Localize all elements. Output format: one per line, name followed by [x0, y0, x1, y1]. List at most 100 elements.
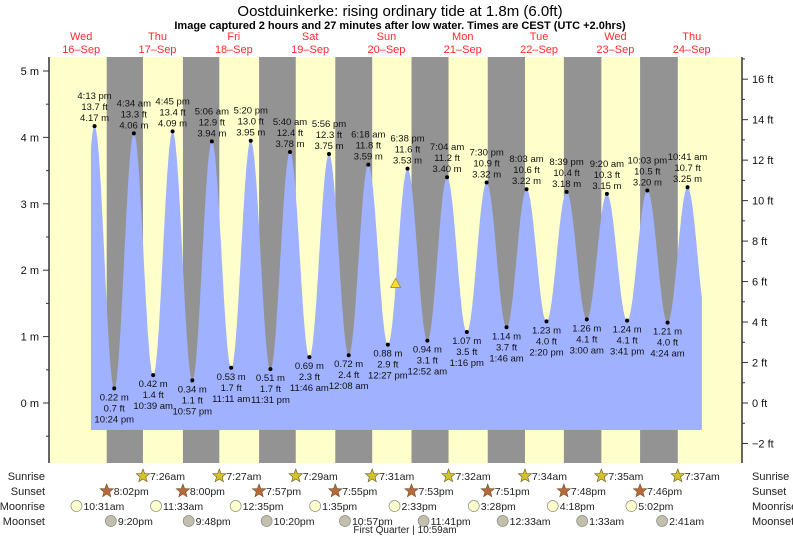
low-tide-ft: 2.9 ft — [377, 360, 398, 371]
sunset-time: 7:57pm — [266, 486, 301, 498]
day-label: Sat — [302, 31, 319, 43]
high-tide-ft: 11.6 ft — [395, 145, 421, 156]
low-tide-point — [665, 320, 670, 325]
low-tide-m: 1.24 m — [613, 325, 642, 336]
moonrise-moon-icon — [388, 500, 401, 512]
high-tide-ft: 10.6 ft — [513, 165, 540, 176]
moonrise-moon-icon — [309, 500, 322, 512]
moonset-moon-icon — [339, 515, 351, 527]
low-tide-point — [268, 367, 273, 372]
sunrise-time: 7:37am — [685, 471, 720, 483]
low-tide-ft: 2.4 ft — [338, 370, 359, 381]
sunset-time: 7:51pm — [495, 486, 530, 498]
high-tide-m: 3.40 m — [433, 164, 462, 175]
low-tide-point — [544, 319, 549, 324]
sunrise-time: 7:31am — [379, 471, 414, 483]
low-tide-time: 11:46 am — [290, 383, 329, 394]
high-tide-time: 5:20 pm — [234, 106, 268, 117]
high-tide-point — [405, 166, 410, 171]
low-tide-time: 12:27 pm — [368, 371, 408, 382]
low-tide-point — [625, 318, 630, 323]
low-tide-m: 0.94 m — [413, 345, 442, 356]
high-tide-time: 4:13 pm — [77, 91, 111, 102]
moonrise-time: 2:33pm — [402, 501, 437, 513]
low-tide-time: 3:00 am — [570, 345, 604, 356]
current-level-marker — [390, 277, 402, 288]
low-tide-time: 4:24 am — [650, 349, 684, 360]
low-tide-ft: 1.4 ft — [143, 390, 164, 401]
low-tide-point — [346, 353, 351, 358]
low-tide-m: 1.26 m — [572, 323, 601, 334]
date-label: 19–Sep — [291, 44, 329, 56]
sunset-star-icon — [480, 483, 496, 498]
low-tide-point — [229, 365, 234, 370]
low-tide-ft: 1.7 ft — [221, 383, 242, 394]
sunset-star-icon — [556, 483, 572, 498]
low-tide-point — [385, 342, 390, 347]
low-tide-point — [584, 317, 589, 322]
moonset-time: 10:57pm — [352, 516, 393, 528]
moonrise-row-label: Moonrise — [0, 501, 45, 513]
low-tide-m: 0.72 m — [334, 359, 363, 370]
high-tide-m: 3.25 m — [673, 174, 702, 185]
low-tide-ft: 1.1 ft — [182, 395, 203, 406]
low-tide-m: 1.23 m — [532, 325, 561, 336]
high-tide-time: 8:03 am — [509, 154, 543, 165]
low-tide-time: 1:16 pm — [450, 358, 484, 369]
sunset-time: 7:46pm — [647, 486, 682, 498]
right-tick-label: −2 ft — [752, 438, 774, 450]
low-tide-ft: 3.7 ft — [496, 342, 517, 353]
high-tide-ft: 13.7 ft — [81, 102, 108, 113]
chart-subtitle: Image captured 2 hours and 27 minutes af… — [174, 20, 626, 32]
low-tide-point — [504, 325, 509, 330]
high-tide-m: 3.15 m — [592, 181, 621, 192]
sunset-row-label-right: Sunset — [752, 486, 786, 498]
moonset-moon-icon — [260, 515, 273, 527]
axes: 0 m 1 m 2 m 3 m 4 m 5 m −2 ft 0 ft 2 ft 4 ft 6 ft 8… — [21, 57, 774, 463]
low-tide-m: 0.69 m — [295, 361, 324, 372]
high-tide-point — [685, 185, 690, 190]
high-tide-time: 7:04 am — [430, 142, 464, 153]
low-tide-time: 12:52 am — [408, 367, 448, 378]
sunset-star-icon — [251, 483, 267, 498]
sunset-star-icon — [175, 483, 191, 498]
moonset-time: 9:20pm — [118, 516, 153, 528]
low-tide-ft: 2.3 ft — [299, 372, 320, 383]
sunrise-time: 7:26am — [150, 471, 185, 483]
high-tide-time: 4:34 am — [117, 98, 151, 109]
low-tide-m: 0.88 m — [373, 349, 402, 360]
high-tide-point — [484, 180, 489, 185]
high-tide-m: 4.17 m — [80, 113, 109, 124]
date-label: 23–Sep — [596, 44, 634, 56]
moonset-moon-icon — [182, 515, 195, 527]
left-tick-label: 0 m — [21, 398, 39, 410]
high-tide-point — [326, 152, 331, 156]
right-tick-label: 14 ft — [752, 115, 773, 127]
sunset-star-icon — [327, 483, 343, 498]
moonset-row-label: Moonset — [3, 516, 45, 528]
date-label: 21–Sep — [444, 44, 482, 56]
high-tide-m: 3.78 m — [275, 139, 304, 150]
sunset-time: 7:55pm — [342, 486, 377, 498]
high-tide-m: 3.59 m — [354, 152, 383, 163]
low-tide-m: 0.34 m — [178, 384, 207, 395]
high-tide-time: 4:45 pm — [155, 96, 189, 107]
sunset-row-label: Sunset — [11, 486, 45, 498]
left-tick-label: 3 m — [21, 199, 39, 211]
high-tide-m: 3.94 m — [197, 128, 226, 139]
low-tide-ft: 4.0 ft — [657, 338, 678, 349]
sunrise-row-label-right: Sunrise — [752, 471, 789, 483]
high-tide-m: 4.09 m — [158, 118, 187, 129]
high-tide-ft: 11.8 ft — [355, 141, 381, 152]
low-tide-time: 11:11 am — [212, 394, 250, 405]
high-tide-ft: 12.9 ft — [199, 117, 226, 128]
high-tide-ft: 13.3 ft — [121, 109, 148, 120]
high-tide-point — [170, 129, 175, 134]
high-tide-ft: 11.2 ft — [434, 153, 460, 164]
sunrise-time: 7:29am — [303, 471, 338, 483]
left-tick-label: 2 m — [21, 265, 39, 277]
high-tide-ft: 13.0 ft — [238, 117, 265, 128]
sunset-star-icon — [404, 483, 420, 498]
sunset-star-icon — [99, 483, 115, 498]
low-tide-point — [112, 386, 117, 391]
